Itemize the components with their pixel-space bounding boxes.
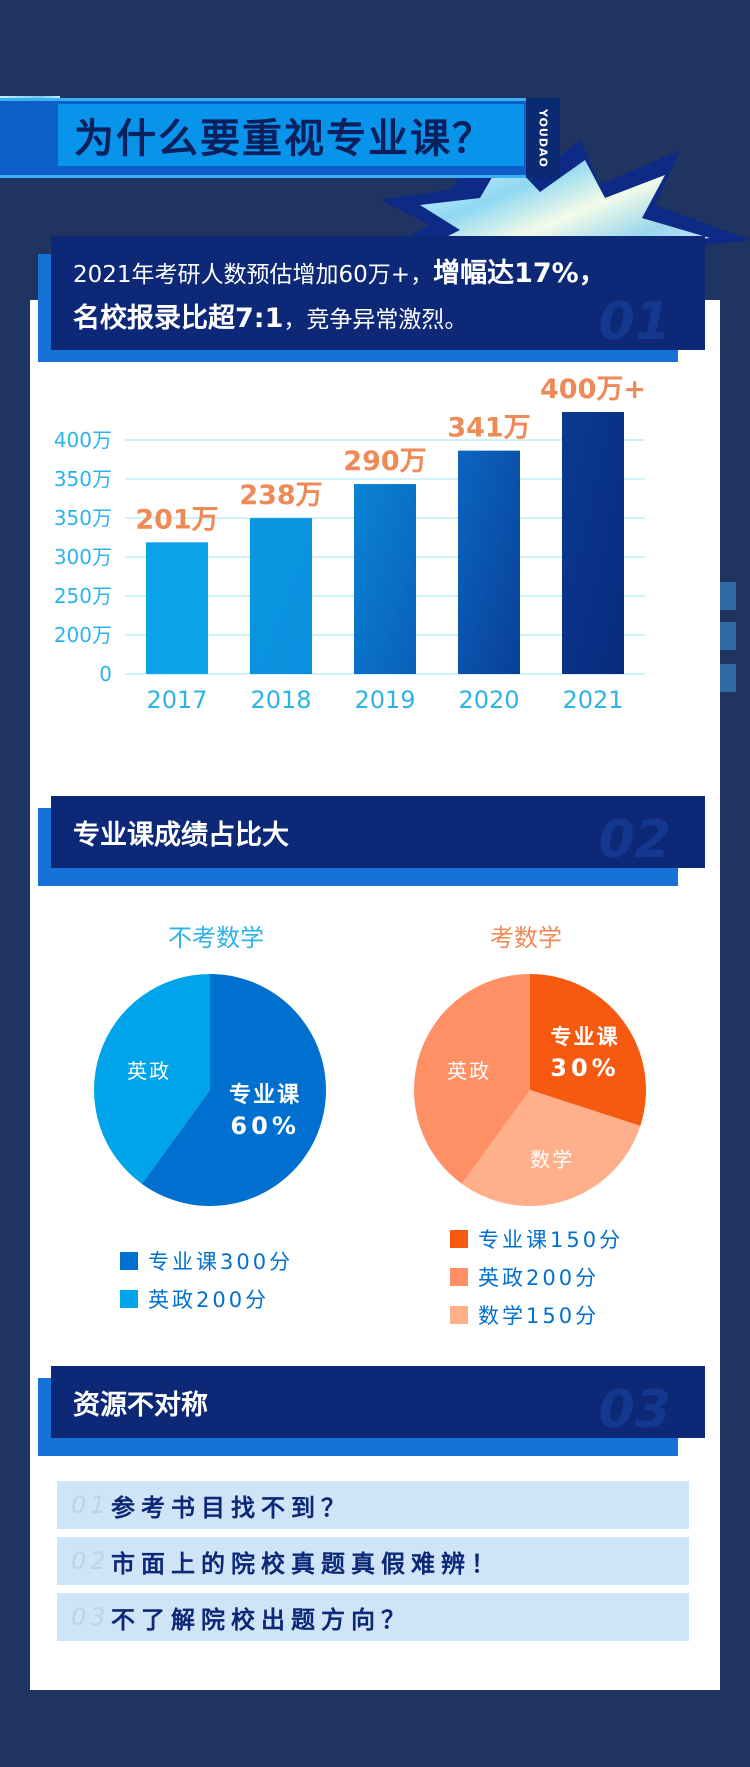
resource-text: 不了解院校出题方向？ [111,1605,411,1634]
y-tick-label: 350万 [54,467,112,491]
pie1-title: 不考数学 [168,924,264,952]
y-tick-label: 400万 [54,428,112,452]
resource-number: 03 [71,1603,110,1631]
legend-swatch [120,1290,138,1308]
bar [146,542,208,674]
y-tick-label: 0 [99,662,112,686]
pie-chart-with-math: 专业课 30% 数学 英政 [414,974,646,1206]
y-tick-label: 250万 [54,584,112,608]
x-tick-label: 2019 [354,686,415,714]
section2-title: 专业课成绩占比大 [73,819,289,851]
pie2-title: 考数学 [490,924,562,952]
pie-slice [141,974,326,1206]
bar [250,518,312,674]
section3-header: 资源不对称 03 [51,1366,705,1438]
legend-swatch [450,1230,468,1248]
slice-label: 英政 [447,1059,491,1083]
section1-header: 2021年考研人数预估增加60万+，增幅达17%， 名校报录比超7:1，竞争异常… [51,236,705,350]
y-tick-label: 200万 [54,623,112,647]
slice-label: 英政 [127,1059,171,1083]
bar [562,412,624,674]
resource-number: 02 [71,1547,110,1575]
section3-number: 03 [598,1380,671,1440]
pie1-legend-item: 专业课300分 [120,1246,293,1276]
pie-chart-no-math: 专业课 60% 英政 [93,974,326,1206]
legend-label: 专业课150分 [478,1228,624,1252]
slice-value-label: 60% [230,1112,299,1140]
bar [354,484,416,674]
x-tick-label: 2018 [250,686,311,714]
pie2-legend-item: 专业课150分 [450,1224,623,1254]
slice-label: 专业课 [551,1025,620,1049]
section1-text-bold-1: 增幅达17%， [433,258,606,289]
pie-slice [93,974,210,1184]
legend-swatch [450,1306,468,1324]
bar-chart: 0 200万 250万 300万 350万 350万 400万 201万 2017 238万 201… [54,374,646,714]
resource-item: 03 不了解院校出题方向？ [57,1593,689,1641]
section3-title: 资源不对称 [73,1389,208,1421]
resource-text: 参考书目找不到？ [111,1493,351,1522]
page-title: 为什么要重视专业课？ [74,116,494,162]
data-label: 400万+ [540,374,646,405]
legend-swatch [450,1268,468,1286]
data-label: 201万 [135,504,218,535]
slice-label: 数学 [530,1147,574,1171]
legend-swatch [120,1252,138,1270]
youdao-tab: YOUDAO [526,98,560,178]
legend-label: 专业课300分 [148,1250,294,1274]
x-tick-label: 2020 [458,686,519,714]
bar [458,450,520,674]
slice-label: 专业课 [229,1082,301,1108]
pie1-legend-item: 英政200分 [120,1284,269,1314]
section1-line2: 名校报录比超7:1，竞争异常激烈。 [73,296,467,335]
x-tick-label: 2021 [562,686,623,714]
pie-slice [461,1090,641,1206]
y-tick-label: 300万 [54,545,112,569]
resource-text: 市面上的院校真题真假难辨！ [111,1549,501,1578]
legend-label: 英政200分 [148,1288,270,1312]
pie-slice [530,974,646,1126]
resource-item: 01 参考书目找不到？ [57,1481,689,1529]
data-label: 238万 [239,480,322,511]
data-label: 290万 [343,446,426,477]
section1-text-bold-2: 名校报录比超7:1 [73,303,284,334]
section2-number: 02 [598,810,671,870]
pie2-legend-item: 数学150分 [450,1300,599,1330]
x-tick-label: 2017 [146,686,207,714]
pie-slice [414,974,530,1184]
section1-text-normal-1: 2021年考研人数预估增加60万+， [73,262,434,288]
title-panel: 为什么要重视专业课？ [58,104,524,166]
pie2-legend-item: 英政200分 [450,1262,599,1292]
legend-label: 英政200分 [478,1266,600,1290]
y-tick-label: 350万 [54,506,112,530]
data-label: 341万 [447,413,530,444]
slice-value-label: 30% [550,1054,619,1082]
resource-item: 02 市面上的院校真题真假难辨！ [57,1537,689,1585]
section1-number: 01 [598,292,671,352]
resource-number: 01 [71,1491,110,1519]
section1-text-normal-2: ，竞争异常激烈。 [283,307,468,333]
section1-line1: 2021年考研人数预估增加60万+，增幅达17%， [73,251,606,290]
legend-label: 数学150分 [478,1304,600,1328]
section2-header: 专业课成绩占比大 02 [51,796,705,868]
